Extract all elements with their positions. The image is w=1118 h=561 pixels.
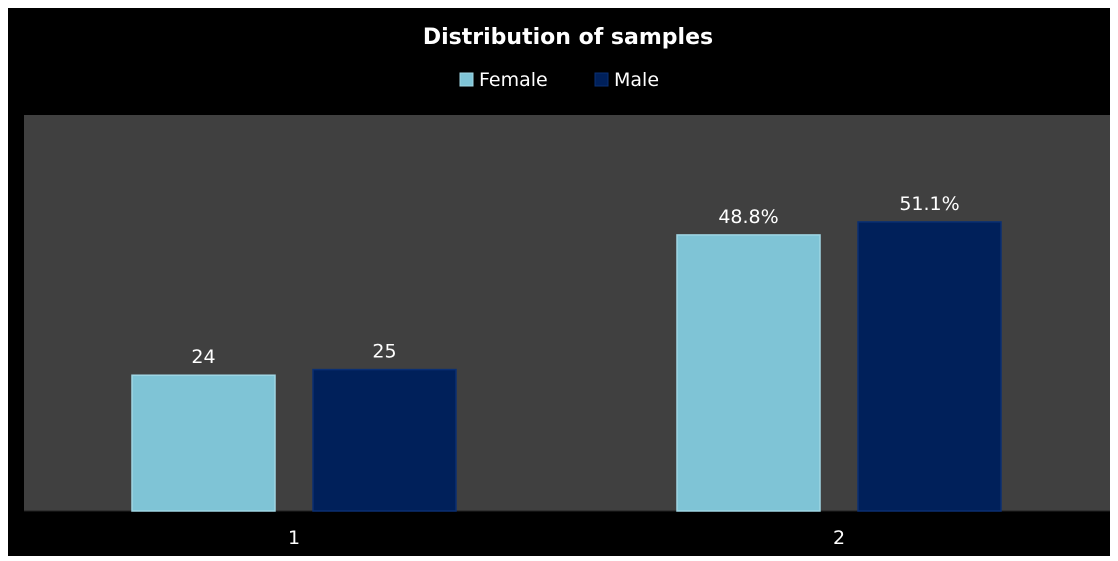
data-label-male-1: 25: [372, 341, 396, 363]
chart-frame: Distribution of samples Female Male 24 25 4…: [8, 8, 1110, 556]
bar-chart: Distribution of samples Female Male 24 25 4…: [24, 25, 1110, 549]
legend-swatch-female: [459, 72, 474, 87]
data-label-female-2: 48.8%: [718, 206, 778, 228]
chart-title: Distribution of samples: [423, 25, 713, 50]
x-tick-label-2: 2: [833, 527, 845, 549]
bars: [131, 221, 1002, 512]
legend-swatch-male: [594, 72, 609, 87]
x-tick-label-1: 1: [288, 527, 300, 549]
legend-label-male: Male: [614, 69, 659, 91]
bar-male-1: [312, 368, 457, 512]
data-labels: 24 25 48.8% 51.1%: [191, 193, 959, 368]
bar-male-2: [857, 221, 1002, 512]
bar-female-2: [676, 234, 821, 512]
data-label-male-2: 51.1%: [899, 193, 959, 215]
legend-label-female: Female: [479, 69, 548, 91]
data-label-female-1: 24: [191, 346, 215, 368]
legend: Female Male: [459, 69, 659, 91]
bar-female-1: [131, 374, 276, 512]
